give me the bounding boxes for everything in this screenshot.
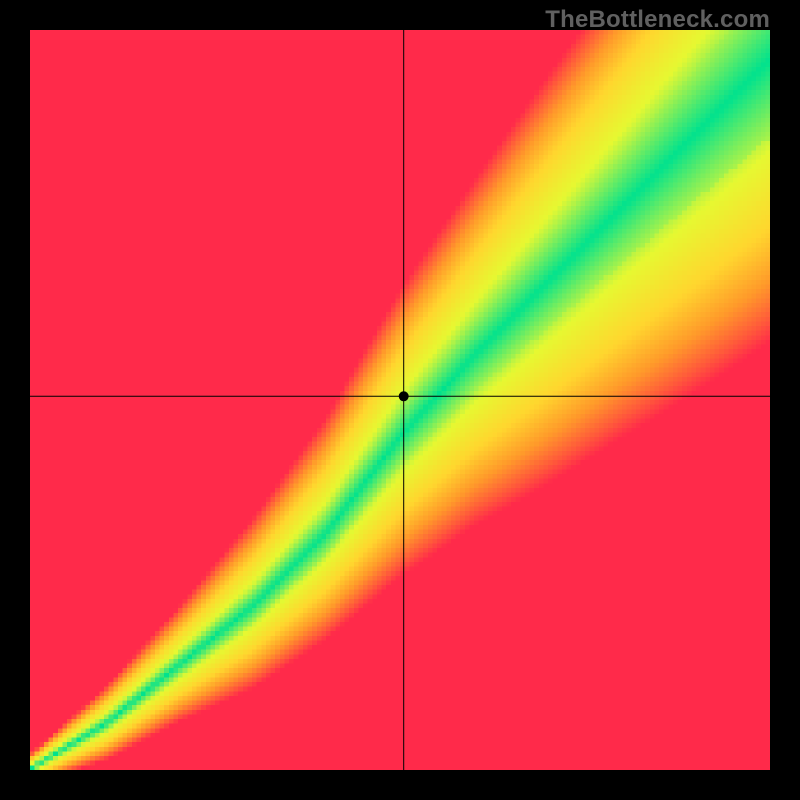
- chart-container: { "watermark": { "text": "TheBottleneck.…: [0, 0, 800, 800]
- plot-area: [30, 30, 770, 770]
- heatmap-canvas: [30, 30, 770, 770]
